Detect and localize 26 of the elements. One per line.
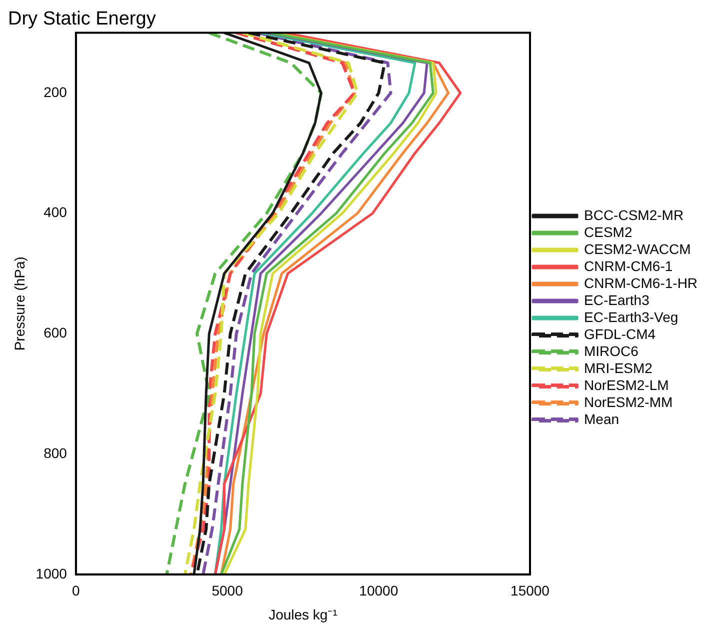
y-tick-label: 800 xyxy=(44,444,68,461)
x-axis-title: Joules kg⁻¹ xyxy=(268,606,338,622)
legend-label: CNRM-CM6-1-HR xyxy=(584,274,698,291)
y-tick-label: 200 xyxy=(44,84,68,100)
x-tick-label: 5000 xyxy=(212,582,244,599)
legend-label: MRI-ESM2 xyxy=(584,360,653,376)
legend-label: Mean xyxy=(584,410,620,427)
legend-label: EC-Earth3-Veg xyxy=(584,308,678,325)
chart-title: Dry Static Energy xyxy=(8,8,156,30)
y-tick-label: 600 xyxy=(44,324,68,341)
legend-label: CNRM-CM6-1 xyxy=(584,258,673,274)
y-axis-title: Pressure (hPa) xyxy=(11,256,28,351)
y-tick-label: 400 xyxy=(44,204,68,220)
x-tick-label: 0 xyxy=(72,582,80,599)
x-tick-label: 10000 xyxy=(359,582,398,599)
legend-label: EC-Earth3 xyxy=(584,292,650,308)
legend-label: MIROC6 xyxy=(584,342,639,359)
legend-label: BCC-CSM2-MR xyxy=(584,206,684,223)
y-tick-label: 1000 xyxy=(36,565,68,582)
x-tick-label: 15000 xyxy=(510,582,550,599)
legend-label: GFDL-CM4 xyxy=(584,326,656,342)
legend-label: NorESM2-LM xyxy=(584,376,669,393)
legend-label: NorESM2-MM xyxy=(584,394,673,410)
legend-label: CESM2 xyxy=(584,224,632,240)
legend-label: CESM2-WACCM xyxy=(584,240,691,257)
line-series xyxy=(165,32,323,574)
